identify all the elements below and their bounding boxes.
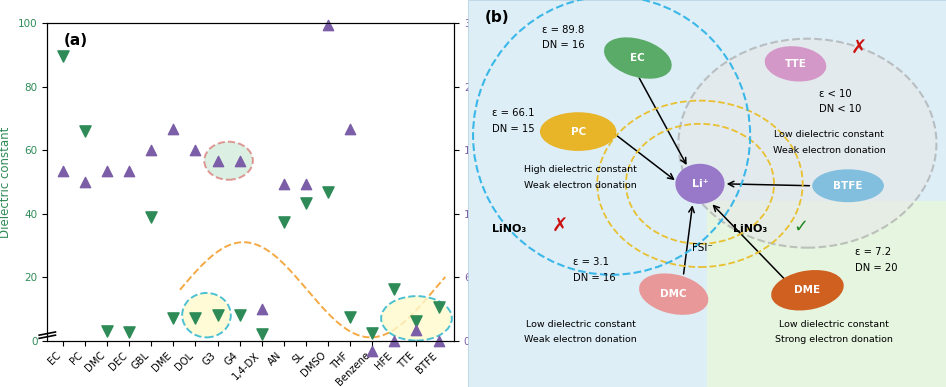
Text: ✗: ✗ xyxy=(850,39,867,58)
Ellipse shape xyxy=(204,142,253,180)
Text: LiNO₃: LiNO₃ xyxy=(733,224,767,234)
Point xyxy=(99,168,114,175)
Point xyxy=(144,214,159,220)
Point xyxy=(409,318,424,324)
Ellipse shape xyxy=(764,46,826,82)
Text: ε = 89.8: ε = 89.8 xyxy=(542,25,585,35)
Text: ε < 10: ε < 10 xyxy=(819,89,852,99)
Point xyxy=(276,181,291,187)
Text: PC: PC xyxy=(570,127,586,137)
Text: LiNO₃: LiNO₃ xyxy=(492,224,526,234)
Point xyxy=(121,329,136,335)
Point xyxy=(431,337,447,344)
Text: ε = 3.1: ε = 3.1 xyxy=(573,257,609,267)
Text: DMC: DMC xyxy=(660,289,687,299)
Point xyxy=(166,315,181,321)
Text: Low dielectric constant: Low dielectric constant xyxy=(779,320,888,329)
Ellipse shape xyxy=(639,273,709,315)
Point xyxy=(55,168,70,175)
Text: DN = 16: DN = 16 xyxy=(542,40,585,50)
Point xyxy=(166,126,181,132)
Text: ε = 66.1: ε = 66.1 xyxy=(492,108,534,118)
Point xyxy=(298,200,313,206)
Ellipse shape xyxy=(540,112,617,151)
Point xyxy=(188,315,203,321)
Text: (b): (b) xyxy=(485,10,510,25)
Point xyxy=(321,22,336,28)
Text: Strong electron donation: Strong electron donation xyxy=(775,336,893,344)
FancyBboxPatch shape xyxy=(707,201,946,387)
Text: EC: EC xyxy=(630,53,645,63)
Point xyxy=(210,158,225,164)
Text: FSI⁻: FSI⁻ xyxy=(692,243,712,253)
Ellipse shape xyxy=(771,270,844,310)
Text: ✗: ✗ xyxy=(552,217,569,236)
Point xyxy=(387,286,402,292)
Point xyxy=(342,126,358,132)
Point xyxy=(144,147,159,153)
Text: Li⁺: Li⁺ xyxy=(692,179,709,189)
Ellipse shape xyxy=(813,170,884,202)
Ellipse shape xyxy=(183,293,231,337)
Point xyxy=(342,313,358,320)
Point xyxy=(188,147,203,153)
Text: ε = 7.2: ε = 7.2 xyxy=(855,247,891,257)
Y-axis label: Dielectric constant: Dielectric constant xyxy=(0,126,12,238)
Text: DN = 15: DN = 15 xyxy=(492,123,534,134)
Text: ✓: ✓ xyxy=(793,218,808,236)
Point xyxy=(254,330,270,337)
Text: Low dielectric constant: Low dielectric constant xyxy=(774,130,884,139)
Point xyxy=(210,312,225,319)
Point xyxy=(365,330,380,336)
Text: DN < 10: DN < 10 xyxy=(819,104,862,114)
Text: DN = 20: DN = 20 xyxy=(855,263,898,273)
Point xyxy=(431,303,447,310)
Point xyxy=(78,179,93,185)
Point xyxy=(232,158,247,164)
Point xyxy=(321,189,336,195)
Point xyxy=(276,218,291,224)
Text: TTE: TTE xyxy=(784,59,806,69)
Point xyxy=(298,181,313,187)
Point xyxy=(254,306,270,312)
Point xyxy=(409,327,424,333)
Text: High dielectric constant: High dielectric constant xyxy=(524,165,637,174)
Text: (a): (a) xyxy=(63,33,88,48)
Text: DN = 16: DN = 16 xyxy=(573,272,616,283)
Point xyxy=(99,328,114,334)
Text: BTFE: BTFE xyxy=(833,181,863,191)
FancyBboxPatch shape xyxy=(468,0,946,387)
Point xyxy=(232,312,247,319)
Text: Weak electron donation: Weak electron donation xyxy=(524,181,637,190)
Point xyxy=(365,348,380,354)
Text: Weak electron donation: Weak electron donation xyxy=(773,146,885,155)
Text: DME: DME xyxy=(795,285,820,295)
Point xyxy=(78,128,93,134)
Point xyxy=(387,337,402,344)
Ellipse shape xyxy=(604,38,672,79)
Circle shape xyxy=(678,39,937,248)
Circle shape xyxy=(676,164,724,203)
Point xyxy=(121,168,136,175)
Y-axis label: Donor number: Donor number xyxy=(482,139,495,225)
Text: Weak electron donation: Weak electron donation xyxy=(524,336,637,344)
Text: Low dielectric constant: Low dielectric constant xyxy=(526,320,636,329)
Point xyxy=(55,53,70,59)
Ellipse shape xyxy=(381,296,452,341)
